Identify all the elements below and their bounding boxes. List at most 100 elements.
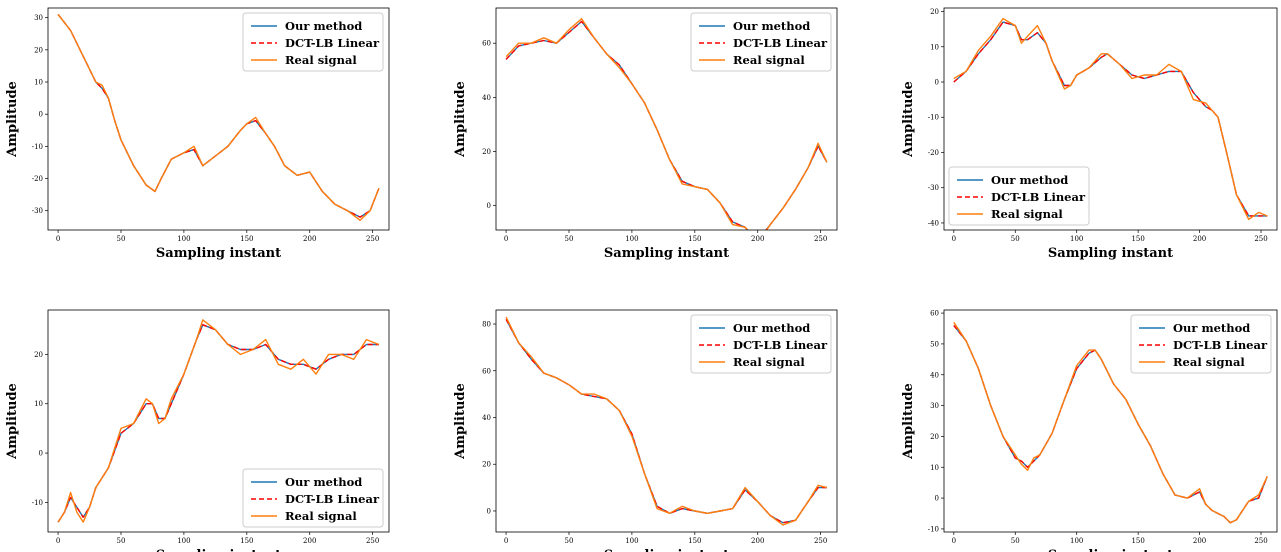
legend-box xyxy=(690,12,832,72)
series-line-real-signal xyxy=(505,18,828,230)
x-tick-label: 150 xyxy=(1131,537,1144,545)
y-tick-label: 0 xyxy=(935,495,939,503)
y-axis-label: Amplitude xyxy=(901,383,916,460)
legend-label: Real signal xyxy=(733,355,805,369)
x-tick-label: 50 xyxy=(117,235,126,243)
x-tick-label: 150 xyxy=(240,235,253,243)
x-tick-label: 50 xyxy=(1011,537,1020,545)
x-tick-label: 200 xyxy=(1193,235,1206,243)
x-tick-label: 150 xyxy=(1131,235,1144,243)
legend: Our method DCT-LB Linear Real signal xyxy=(242,468,384,528)
y-axis-label: Amplitude xyxy=(5,383,20,460)
x-axis-label: Sampling instant xyxy=(604,548,729,552)
y-tick-label: 60 xyxy=(482,40,491,48)
x-tick-label: 250 xyxy=(1254,537,1267,545)
x-tick-label: 250 xyxy=(814,537,827,545)
series-line-real-signal xyxy=(953,17,1268,221)
y-tick-label: 20 xyxy=(34,46,43,54)
y-tick-label: 30 xyxy=(930,402,939,410)
legend-box xyxy=(242,468,384,528)
x-tick-label: 100 xyxy=(177,235,190,243)
x-tick-label: 50 xyxy=(1011,235,1020,243)
x-axis-label: Sampling instant xyxy=(1048,548,1173,552)
x-tick-label: 100 xyxy=(1070,537,1083,545)
subplot-2: 0 50 100 150 200 250 0 20 40 60 Sampling instant Am… xyxy=(453,7,838,261)
y-tick-label: -10 xyxy=(32,143,43,151)
series-line-real-signal xyxy=(57,319,380,523)
x-tick-label: 0 xyxy=(56,235,60,243)
x-tick-label: 0 xyxy=(56,537,60,545)
x-tick-label: 200 xyxy=(751,537,764,545)
y-tick-label: -40 xyxy=(928,219,939,227)
legend-label: Our method xyxy=(733,321,810,335)
y-tick-label: 30 xyxy=(34,14,43,22)
plot-frame xyxy=(495,309,838,533)
x-axis-label: Sampling instant xyxy=(604,246,729,261)
x-tick-label: 250 xyxy=(366,235,379,243)
y-axis-label: Amplitude xyxy=(901,81,916,158)
subplot-5: 0 50 100 150 200 250 0 20 40 60 80 Sampling instant… xyxy=(453,309,838,552)
x-axis-label: Sampling instant xyxy=(156,246,281,261)
plot-frame xyxy=(495,7,838,231)
legend-label: DCT-LB Linear xyxy=(285,36,380,50)
y-tick-label: 20 xyxy=(34,351,43,359)
legend: Our method DCT-LB Linear Real signal xyxy=(1130,314,1272,374)
x-tick-label: 150 xyxy=(688,235,701,243)
y-tick-label: 10 xyxy=(34,400,43,408)
legend-label: Our method xyxy=(1173,321,1250,335)
legend-label: Our method xyxy=(285,19,362,33)
series-line-dct-lb-linear xyxy=(953,324,1268,524)
x-tick-label: 250 xyxy=(366,537,379,545)
x-tick-label: 0 xyxy=(504,235,508,243)
y-tick-label: -30 xyxy=(32,207,43,215)
legend-box xyxy=(690,314,832,374)
y-tick-label: -10 xyxy=(928,525,939,533)
legend-label: Our method xyxy=(991,173,1068,187)
series-line-real-signal xyxy=(505,316,828,526)
x-tick-label: 100 xyxy=(1070,235,1083,243)
plot-frame xyxy=(943,309,1278,533)
y-tick-label: 10 xyxy=(930,464,939,472)
x-tick-label: 250 xyxy=(1254,235,1267,243)
y-tick-label: -30 xyxy=(928,184,939,192)
y-tick-label: -10 xyxy=(32,499,43,507)
y-tick-label: 50 xyxy=(930,340,939,348)
legend-label: Our method xyxy=(733,19,810,33)
legend-label: DCT-LB Linear xyxy=(733,36,828,50)
y-tick-label: 0 xyxy=(487,507,491,515)
legend-box xyxy=(242,12,384,72)
legend-box xyxy=(1130,314,1272,374)
y-tick-label: 20 xyxy=(482,148,491,156)
y-tick-label: 0 xyxy=(487,202,491,210)
x-tick-label: 0 xyxy=(504,537,508,545)
x-tick-label: 200 xyxy=(303,235,316,243)
y-tick-label: 0 xyxy=(935,79,939,87)
x-tick-label: 0 xyxy=(952,235,956,243)
x-axis-label: Sampling instant xyxy=(1048,246,1173,261)
y-tick-label: 10 xyxy=(930,43,939,51)
y-tick-label: 10 xyxy=(34,79,43,87)
y-tick-label: 20 xyxy=(930,433,939,441)
series-line-dct-lb-linear xyxy=(953,21,1268,217)
y-tick-label: 40 xyxy=(930,371,939,379)
series-line-real-signal xyxy=(57,13,380,222)
x-tick-label: 100 xyxy=(177,537,190,545)
legend: Our method DCT-LB Linear Real signal xyxy=(690,314,832,374)
y-tick-label: 0 xyxy=(39,111,43,119)
x-tick-label: 200 xyxy=(303,537,316,545)
y-tick-label: 60 xyxy=(930,310,939,318)
legend: Our method DCT-LB Linear Real signal xyxy=(690,12,832,72)
y-tick-label: 60 xyxy=(482,367,491,375)
legend-label: DCT-LB Linear xyxy=(285,492,380,506)
y-axis-label: Amplitude xyxy=(453,383,468,460)
y-tick-label: -10 xyxy=(928,114,939,122)
legend-label: DCT-LB Linear xyxy=(991,190,1086,204)
legend-box xyxy=(948,166,1090,226)
y-tick-label: 0 xyxy=(39,450,43,458)
subplot-1: 0 50 100 150 200 250 -30 -20 -10 0 10 20 30 Sampling … xyxy=(5,7,390,261)
subplot-6: 0 50 100 150 200 250 -10 0 10 20 30 40 50 60 Sampling … xyxy=(901,309,1278,552)
legend-label: DCT-LB Linear xyxy=(1173,338,1268,352)
y-tick-label: -20 xyxy=(32,175,43,183)
y-tick-label: -20 xyxy=(928,149,939,157)
